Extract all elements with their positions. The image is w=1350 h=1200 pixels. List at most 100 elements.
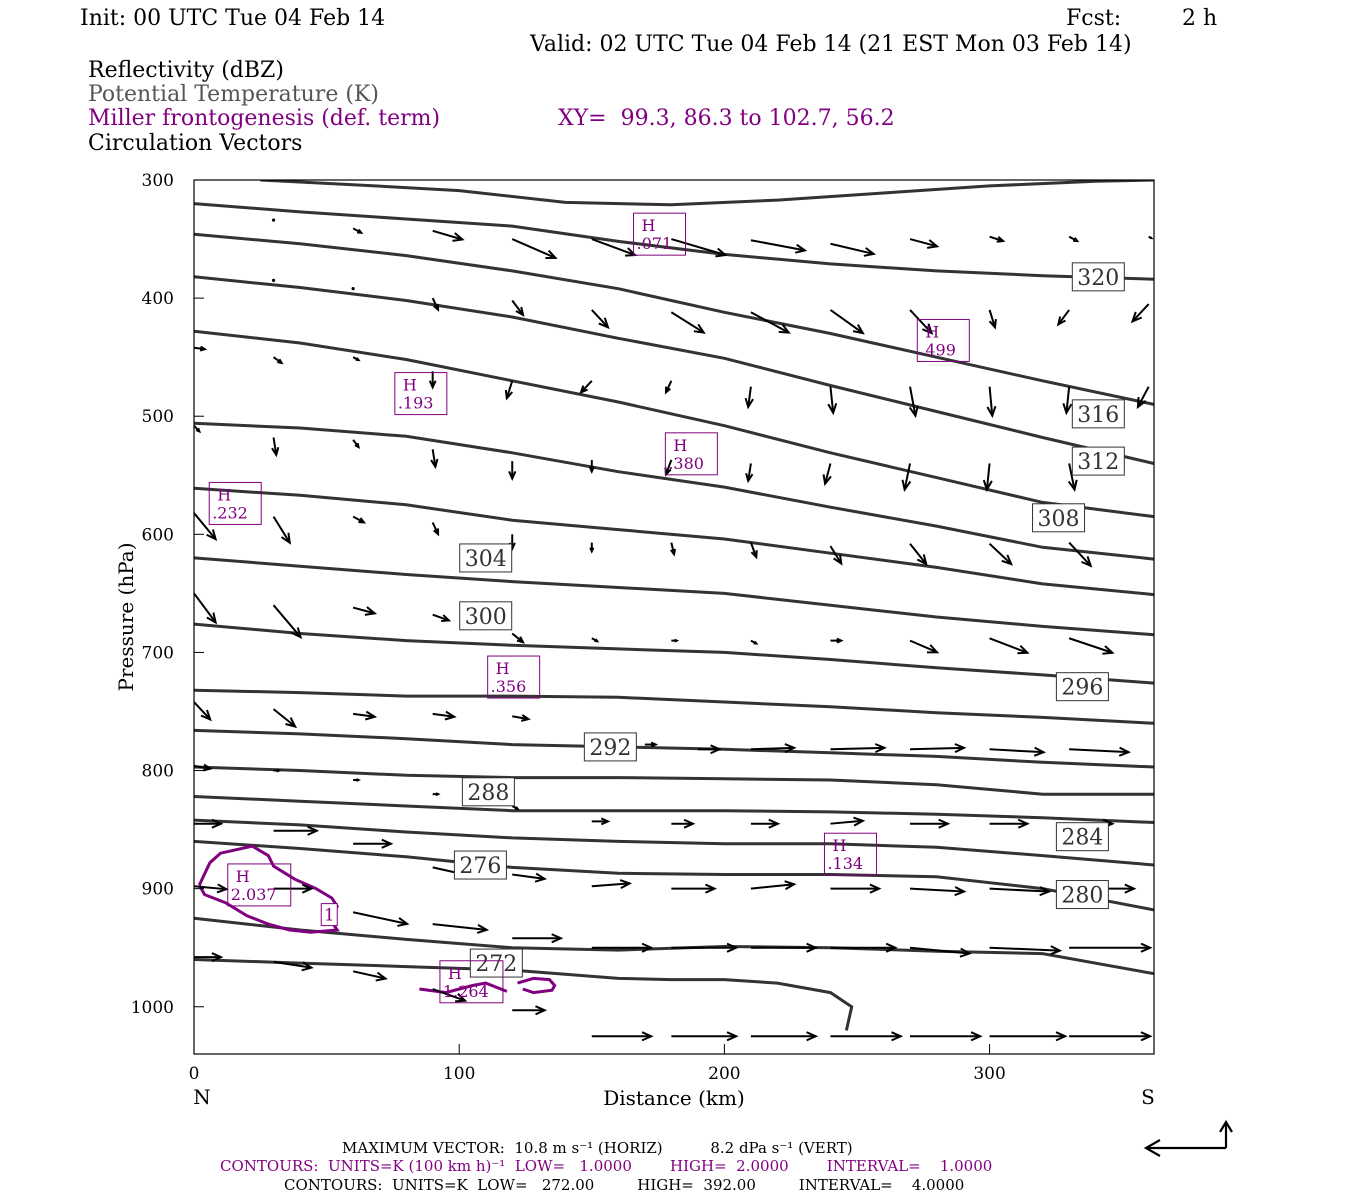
theta-label-box <box>583 732 637 762</box>
circulation-vector <box>1056 309 1070 327</box>
theta-label-box <box>1055 672 1109 702</box>
circulation-vector <box>750 311 791 334</box>
y-tick-label: 900 <box>142 880 174 900</box>
circulation-vector <box>508 461 517 481</box>
maximum-h-label: H <box>217 485 231 504</box>
circulation-vector <box>989 637 1030 655</box>
circulation-vector <box>830 743 887 754</box>
circulation-vector <box>1148 235 1154 240</box>
circulation-vector <box>428 371 437 390</box>
theta-contour-304 <box>194 622 1154 685</box>
fronto-maximum: H.232 <box>208 481 262 525</box>
circulation-vector <box>588 459 595 474</box>
maximum-value: .071 <box>637 234 673 253</box>
theta-contour-300 <box>194 688 1154 725</box>
theta-contour-336 <box>260 180 1154 207</box>
circulation-vector <box>901 463 912 492</box>
fronto-maximum: H.134 <box>823 832 877 876</box>
y-axis-label: Pressure (hPa) <box>114 543 138 692</box>
theta-contour-308 <box>194 556 1154 637</box>
theta-contour-info: CONTOURS: UNITS=K LOW= 272.00 HIGH= 392.… <box>284 1176 965 1194</box>
theta-contour-328 <box>194 232 1154 406</box>
circulation-vector <box>194 592 218 625</box>
x-tick-label: 100 <box>443 1064 475 1084</box>
y-tick-label: 300 <box>142 171 174 191</box>
vector-scale-icon <box>1143 1119 1233 1157</box>
circulation-vector <box>194 883 229 894</box>
circulation-vector <box>591 817 611 826</box>
field-circulation-vectors: Circulation Vectors <box>88 131 303 156</box>
circulation-vector <box>989 945 1063 956</box>
circulation-vector <box>271 218 276 222</box>
circulation-vector <box>271 437 280 458</box>
theta-label: 272 <box>475 952 517 977</box>
maximum-h-label: H <box>925 322 939 341</box>
fronto-contour <box>517 976 557 995</box>
circulation-vector <box>273 960 314 972</box>
circulation-vector <box>671 238 728 258</box>
circulation-vector <box>1062 386 1073 416</box>
circulation-vector <box>830 1031 904 1042</box>
circulation-vector <box>830 883 882 894</box>
circulation-vector <box>986 386 997 419</box>
circulation-vector <box>697 744 722 755</box>
circulation-vector <box>988 309 997 330</box>
maximum-value: .134 <box>827 854 863 873</box>
x-tick-label: 200 <box>708 1064 740 1084</box>
circulation-vector <box>908 386 919 419</box>
circulation-vector <box>194 763 213 772</box>
theta-label: 296 <box>1061 676 1103 701</box>
circulation-vector <box>432 613 452 623</box>
circulation-vector <box>750 818 781 829</box>
circulation-vector <box>511 299 525 317</box>
circulation-vector <box>1130 303 1150 324</box>
init-time: Init: 00 UTC Tue 04 Feb 14 <box>80 6 386 31</box>
circulation-vector <box>909 639 940 654</box>
circulation-vector <box>272 708 298 729</box>
circulation-vector <box>194 345 208 352</box>
fronto-maximum: H.499 <box>916 318 970 362</box>
circulation-vector <box>579 380 593 395</box>
circulation-vector <box>432 792 441 797</box>
y-tick-label: 400 <box>142 289 174 309</box>
theta-label-box <box>1032 503 1086 533</box>
circulation-vector <box>352 356 361 362</box>
circulation-vector <box>591 942 654 953</box>
circulation-vector <box>273 883 314 894</box>
theta-label-box <box>469 948 523 978</box>
circulation-vector <box>194 818 224 829</box>
circulation-vector <box>830 242 877 257</box>
field-potential-temperature: Potential Temperature (K) <box>88 82 379 107</box>
circulation-vector <box>644 741 659 748</box>
circulation-vector <box>432 229 465 242</box>
theta-label: 300 <box>465 605 507 630</box>
fronto-label-box <box>320 903 338 927</box>
circulation-vector <box>745 463 754 484</box>
max-vector-info: MAXIMUM VECTOR: 10.8 m s⁻¹ (HORIZ) 8.2 d… <box>342 1139 853 1157</box>
maximum-h-label: H <box>832 836 846 855</box>
circulation-vector <box>352 710 378 721</box>
theta-contour-324 <box>194 275 1154 465</box>
circulation-vector <box>909 238 940 249</box>
x-axis-south-label: S <box>1141 1085 1155 1109</box>
field-miller-frontogenesis: Miller frontogenesis (def. term) <box>88 106 441 131</box>
theta-contour-284 <box>194 818 1154 867</box>
circulation-vector <box>352 515 367 524</box>
maximum-value: .193 <box>398 394 434 413</box>
theta-label: 276 <box>459 854 501 879</box>
circulation-vector <box>989 746 1047 757</box>
fronto-label: 1 <box>324 906 335 926</box>
theta-contour-280 <box>194 839 1154 912</box>
circulation-vector <box>194 701 212 722</box>
circulation-vector <box>1067 463 1078 492</box>
theta-label-box <box>1071 399 1125 429</box>
circulation-vector <box>909 743 967 754</box>
theta-label-box <box>459 601 513 631</box>
maximum-h-label: H <box>236 867 250 886</box>
theta-contour-312 <box>194 486 1154 597</box>
circulation-vector <box>750 1031 819 1042</box>
circulation-vector <box>273 825 320 836</box>
circulation-vector <box>1069 746 1131 757</box>
circulation-vector <box>272 516 292 545</box>
circulation-vector <box>829 545 843 566</box>
